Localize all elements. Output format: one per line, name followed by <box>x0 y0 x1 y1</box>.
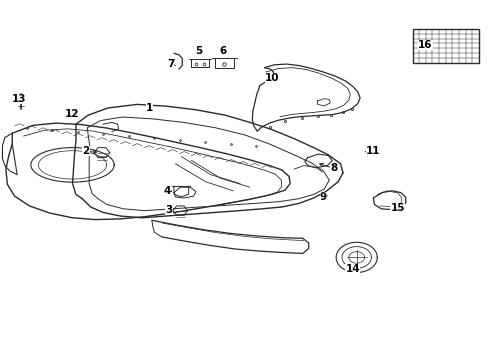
Text: 5: 5 <box>195 46 202 56</box>
Text: 1: 1 <box>146 103 153 113</box>
Text: 10: 10 <box>265 73 280 84</box>
Text: 16: 16 <box>418 40 433 50</box>
Text: 7: 7 <box>167 59 174 69</box>
Text: 6: 6 <box>220 46 226 56</box>
Text: 2: 2 <box>82 146 89 156</box>
Text: 12: 12 <box>65 109 80 120</box>
Text: 8: 8 <box>331 163 338 174</box>
Text: 4: 4 <box>164 186 171 196</box>
Text: 14: 14 <box>345 264 360 274</box>
Text: 13: 13 <box>11 94 26 104</box>
Text: 9: 9 <box>320 192 327 202</box>
Text: 15: 15 <box>391 203 405 213</box>
Text: 3: 3 <box>166 204 172 215</box>
Bar <box>413 29 479 63</box>
Text: 11: 11 <box>366 146 381 156</box>
